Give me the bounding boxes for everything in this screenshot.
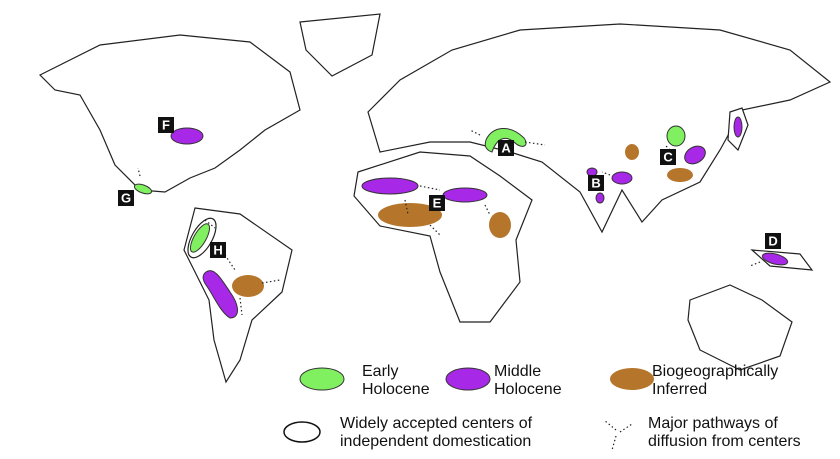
center-labels: A B C D E F G H	[118, 117, 781, 258]
legend-text: Major pathways of	[648, 415, 778, 432]
center-label: G	[121, 191, 131, 206]
legend-text: Widely accepted centers of	[340, 415, 533, 432]
center-label: D	[768, 234, 777, 249]
legend-text: Holocene	[494, 381, 562, 398]
center-label: A	[501, 141, 511, 156]
center-label: H	[213, 243, 222, 258]
legend: Early Holocene Middle Holocene Biogeogra…	[283, 363, 801, 451]
center-label: B	[591, 176, 600, 191]
center-label: E	[433, 196, 442, 211]
legend-text: Biogeographically	[652, 363, 778, 380]
legend-text: independent domestication	[340, 433, 531, 450]
regions	[133, 116, 789, 319]
legend-text: Middle	[494, 363, 541, 380]
center-label: F	[162, 118, 170, 133]
legend-text: Inferred	[652, 381, 707, 398]
center-label: C	[663, 150, 673, 165]
legend-text: Holocene	[362, 381, 430, 398]
legend-text: Early	[362, 363, 398, 380]
legend-text: diffusion from centers	[648, 433, 801, 450]
